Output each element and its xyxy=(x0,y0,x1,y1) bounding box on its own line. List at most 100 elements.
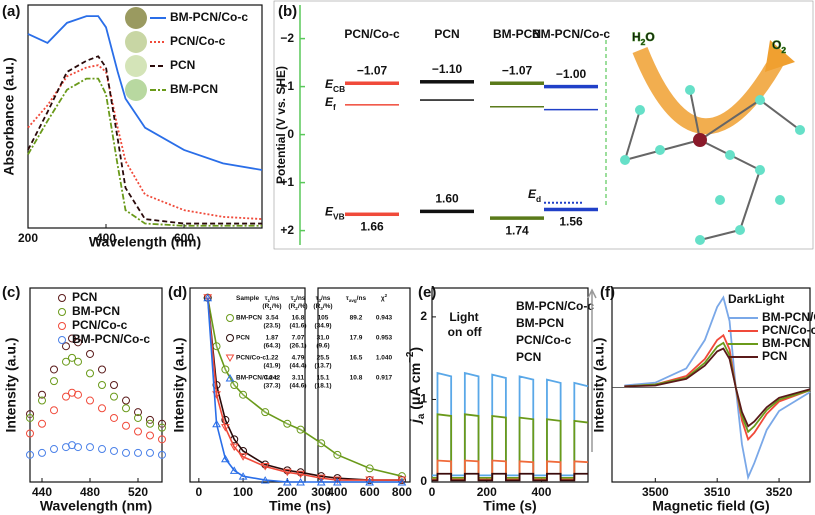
marker xyxy=(296,470,305,479)
y-tick-label: 1 xyxy=(420,392,427,406)
x-tick-label: 400 xyxy=(327,485,347,499)
x-tick-label: 300 xyxy=(311,485,331,499)
photo xyxy=(125,55,147,77)
cb-level xyxy=(490,81,544,85)
marker xyxy=(158,450,166,459)
marker xyxy=(332,476,342,485)
marker xyxy=(122,421,130,430)
marker xyxy=(110,446,118,455)
table-cell: 89.2 xyxy=(350,315,363,322)
marker xyxy=(26,450,34,459)
table-cell: 10.8 xyxy=(350,375,363,382)
series-line xyxy=(27,15,263,171)
marker xyxy=(333,450,342,459)
cb-value: −1.07 xyxy=(502,63,533,77)
marker xyxy=(229,443,239,452)
series-line xyxy=(206,297,402,481)
table-cell: (41.9) xyxy=(264,363,281,370)
marker xyxy=(230,381,239,389)
marker xyxy=(122,396,130,405)
label-part: τ xyxy=(291,295,294,302)
label-part: /%) xyxy=(272,303,282,310)
panel-label: (f) xyxy=(600,284,615,301)
marker xyxy=(68,334,76,343)
marker xyxy=(316,474,326,483)
vb-level xyxy=(544,207,598,212)
x-tick-label: 3510 xyxy=(704,485,731,499)
x-tick-label: 0 xyxy=(429,485,436,499)
vb-value: 1.74 xyxy=(505,223,529,237)
cb-value: −1.07 xyxy=(357,63,388,77)
legend-label: PCN xyxy=(170,58,195,72)
marker xyxy=(260,462,270,471)
marker xyxy=(62,392,70,401)
table-cell: 0.917 xyxy=(376,375,393,382)
legend-label: BM-PCN/Co-c xyxy=(72,332,150,346)
marker xyxy=(146,431,154,440)
label-part: 2 xyxy=(781,45,786,55)
marker xyxy=(296,468,305,477)
x-tick-label: 3500 xyxy=(642,485,669,499)
legend-label: PCN/Co-c xyxy=(762,323,815,337)
label-part: VB xyxy=(333,211,345,221)
label-part: /ns xyxy=(270,295,280,302)
table-cell: (26.1) xyxy=(290,343,307,350)
marker xyxy=(58,336,66,344)
panel-label: (d) xyxy=(168,284,187,301)
label-part: (R xyxy=(288,303,295,310)
label-part: 2 xyxy=(295,306,298,311)
x-tick-label: 480 xyxy=(80,485,100,499)
cb-level xyxy=(345,81,399,85)
marker xyxy=(226,314,234,322)
label-part: 2 xyxy=(641,37,646,47)
x-tick-label: 520 xyxy=(128,485,148,499)
legend-label: BM-PCN/Co-c xyxy=(516,299,594,313)
series-line xyxy=(206,297,402,483)
label-part: 2 xyxy=(293,298,296,303)
marker xyxy=(86,369,94,378)
legend-label: BM-PCN xyxy=(170,82,218,96)
fermi-level xyxy=(345,104,399,106)
x-tick-label: 0 xyxy=(196,485,203,499)
material-label: BM-PCN/Co-c xyxy=(532,27,610,41)
marker xyxy=(98,381,106,389)
x-tick-label: 100 xyxy=(233,485,253,499)
table-cell: 1.040 xyxy=(376,355,393,362)
marker xyxy=(134,408,142,417)
marker xyxy=(50,406,58,415)
label-part: Sample xyxy=(236,295,260,302)
marker xyxy=(50,377,58,386)
marker xyxy=(239,390,248,399)
marker xyxy=(146,448,154,457)
marker xyxy=(225,354,235,362)
marker xyxy=(86,443,94,452)
fermi-level xyxy=(544,108,598,111)
plot-frame xyxy=(611,287,811,483)
cb-value: −1.10 xyxy=(432,62,463,76)
marker xyxy=(397,478,407,486)
x-axis-label: Magnetic field (G) xyxy=(652,498,769,514)
marker xyxy=(229,466,239,474)
marker xyxy=(397,476,407,485)
table-cell: 1.22 xyxy=(266,355,279,362)
marker xyxy=(86,349,94,358)
material-label: PCN/Co-c xyxy=(344,27,400,41)
marker xyxy=(26,429,34,438)
label-part: O xyxy=(772,38,781,52)
marker xyxy=(296,425,305,434)
table-cell: (64.3) xyxy=(264,343,281,350)
label-part: /ns xyxy=(296,295,306,302)
annotation: Light xyxy=(449,310,478,324)
label-part: avg xyxy=(349,298,357,303)
table-sample: PCN xyxy=(236,335,250,342)
legend-title: Light xyxy=(755,292,784,306)
marker xyxy=(50,365,58,374)
y-tick-label: +1 xyxy=(280,175,294,189)
table-cell: (23.5) xyxy=(264,323,281,330)
table-sample: BM-PCN/Co-c xyxy=(236,375,279,382)
label-part: τ xyxy=(265,295,268,302)
level-name: ECB xyxy=(325,77,345,94)
label-part: (R xyxy=(313,303,320,310)
legend-label: PCN xyxy=(762,349,787,363)
label-part: 3 xyxy=(320,306,323,311)
